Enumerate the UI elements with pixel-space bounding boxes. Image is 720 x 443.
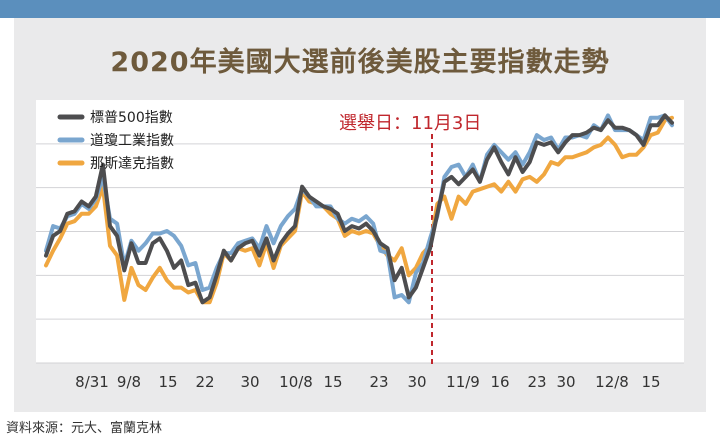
legend-label: 那斯達克指數 (90, 156, 174, 172)
top-accent-bar (0, 0, 720, 18)
x-tick-label: 15 (323, 373, 342, 391)
x-axis-ticks: 8/31 9/8 15 22 30 10/8 15 23 30 11/9 16 23 30 12/8 15 (75, 373, 660, 391)
x-tick-label: 11/9 (446, 373, 480, 391)
x-tick-label: 23 (527, 373, 546, 391)
x-tick-label: 15 (158, 373, 177, 391)
x-tick-label: 22 (195, 373, 214, 391)
x-tick-label: 12/8 (595, 373, 629, 391)
x-tick-label: 15 (641, 373, 660, 391)
x-tick-label: 16 (490, 373, 509, 391)
legend-label: 標普500指數 (90, 110, 173, 126)
series-lines (44, 113, 674, 305)
x-tick-label: 23 (369, 373, 388, 391)
x-tick-label: 30 (407, 373, 426, 391)
election-day-marker: 選舉日：11月3日 (339, 113, 481, 366)
x-tick-label: 30 (240, 373, 259, 391)
x-tick-label: 9/8 (117, 373, 141, 391)
x-tick-label: 30 (556, 373, 575, 391)
x-tick-label: 10/8 (279, 373, 313, 391)
election-day-label: 選舉日：11月3日 (339, 113, 481, 134)
series-line (44, 115, 674, 305)
x-tick-label: 8/31 (75, 373, 109, 391)
source-note: 資料來源：元大、富蘭克林 (6, 421, 163, 436)
series-line (44, 113, 674, 305)
legend-label: 道瓊工業指數 (90, 133, 174, 149)
chart-title: 2020年美國大選前後美股主要指數走勢 (110, 47, 610, 78)
